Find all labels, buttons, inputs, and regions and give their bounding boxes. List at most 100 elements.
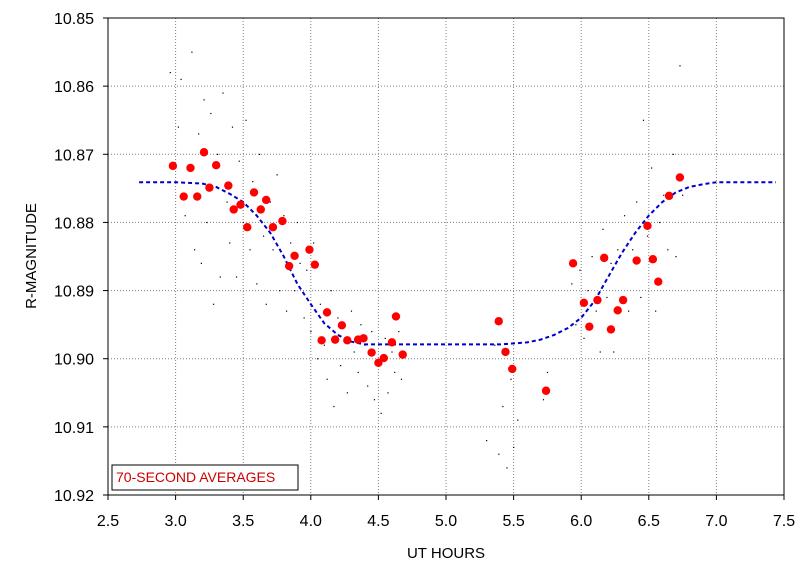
raw-point [602, 228, 604, 230]
raw-point [360, 324, 362, 326]
y-tick-label: 10.87 [54, 147, 94, 164]
raw-point [571, 283, 573, 285]
average-point [205, 183, 214, 192]
raw-point [203, 99, 205, 101]
y-tick-label: 10.90 [54, 352, 94, 369]
average-point [236, 200, 245, 209]
average-point [593, 295, 602, 305]
raw-point [249, 249, 251, 251]
average-point [568, 259, 578, 268]
average-point [317, 336, 326, 345]
y-tick-label: 10.91 [54, 420, 94, 437]
raw-point [587, 290, 589, 292]
average-point [648, 255, 658, 264]
y-tick-label: 10.85 [54, 11, 94, 28]
raw-point [283, 215, 285, 217]
raw-point [387, 392, 389, 394]
raw-point [513, 446, 515, 448]
raw-point [371, 330, 373, 333]
raw-point [191, 51, 193, 53]
average-point [606, 325, 616, 334]
raw-point [242, 221, 244, 224]
average-point [343, 336, 352, 345]
average-point [249, 188, 259, 197]
average-point [224, 181, 233, 190]
raw-point [628, 310, 630, 312]
raw-point [346, 392, 349, 394]
raw-point [276, 174, 278, 176]
x-axis-title: UT HOURS [407, 545, 485, 562]
average-point [168, 161, 178, 171]
average-point [322, 308, 332, 317]
raw-point [319, 303, 321, 305]
raw-point [675, 256, 677, 258]
average-point [501, 347, 510, 357]
raw-point [667, 249, 669, 251]
raw-point [679, 65, 681, 67]
raw-point [238, 160, 240, 162]
raw-point [310, 330, 312, 333]
raw-point [333, 405, 335, 408]
raw-point [613, 351, 615, 353]
raw-point [285, 310, 288, 312]
average-point [613, 306, 622, 315]
raw-point [583, 337, 585, 339]
legend: 70-SECOND AVERAGES [111, 464, 299, 491]
average-point [284, 261, 294, 271]
raw-point [642, 119, 645, 121]
average-point [398, 350, 407, 359]
average-point [374, 358, 383, 368]
plot-area-background [108, 18, 784, 495]
raw-point [651, 167, 653, 169]
raw-point [591, 256, 593, 258]
raw-point [265, 303, 267, 305]
raw-point [340, 365, 342, 367]
raw-point [245, 119, 247, 121]
raw-point [222, 92, 224, 94]
y-axis-tick-labels: 10.85 10.86 10.87 10.88 10.89 10.90 10.91 10.92 [54, 11, 108, 505]
raw-point [623, 215, 626, 217]
raw-point [177, 126, 180, 128]
average-point [330, 335, 340, 344]
raw-point [330, 290, 332, 292]
raw-point [350, 310, 353, 312]
y-tick-label: 10.88 [54, 215, 94, 232]
raw-point [200, 262, 202, 265]
raw-point [169, 72, 171, 74]
raw-point [353, 351, 355, 353]
y-tick-label: 10.86 [54, 79, 94, 96]
raw-point [272, 249, 274, 251]
raw-point [219, 276, 221, 278]
raw-point [380, 412, 382, 414]
x-tick-label: 3.0 [164, 513, 186, 530]
raw-point [398, 330, 400, 333]
y-tick-label: 10.89 [54, 284, 94, 301]
raw-point [206, 221, 208, 224]
average-point [310, 260, 320, 269]
average-point [359, 334, 368, 343]
raw-point [494, 344, 496, 346]
raw-point [299, 262, 301, 265]
raw-point [256, 283, 258, 285]
raw-point [252, 181, 254, 183]
raw-point [636, 201, 638, 203]
raw-point [486, 439, 488, 442]
average-point [261, 195, 271, 205]
average-point [643, 221, 652, 231]
raw-point [646, 235, 649, 237]
raw-point [632, 249, 634, 251]
x-tick-label: 7.0 [705, 513, 727, 530]
average-point [256, 205, 265, 214]
average-point [387, 338, 397, 347]
raw-point [575, 324, 577, 326]
x-tick-label: 7.5 [773, 513, 795, 530]
legend-label: 70-SECOND AVERAGES [116, 469, 275, 485]
raw-point [290, 242, 292, 244]
raw-point [498, 453, 500, 455]
averages-series [168, 148, 685, 395]
average-point [278, 216, 287, 226]
raw-point [258, 153, 261, 155]
y-axis-title: R-MAGNITUDE [23, 203, 40, 309]
raw-point [184, 215, 186, 217]
